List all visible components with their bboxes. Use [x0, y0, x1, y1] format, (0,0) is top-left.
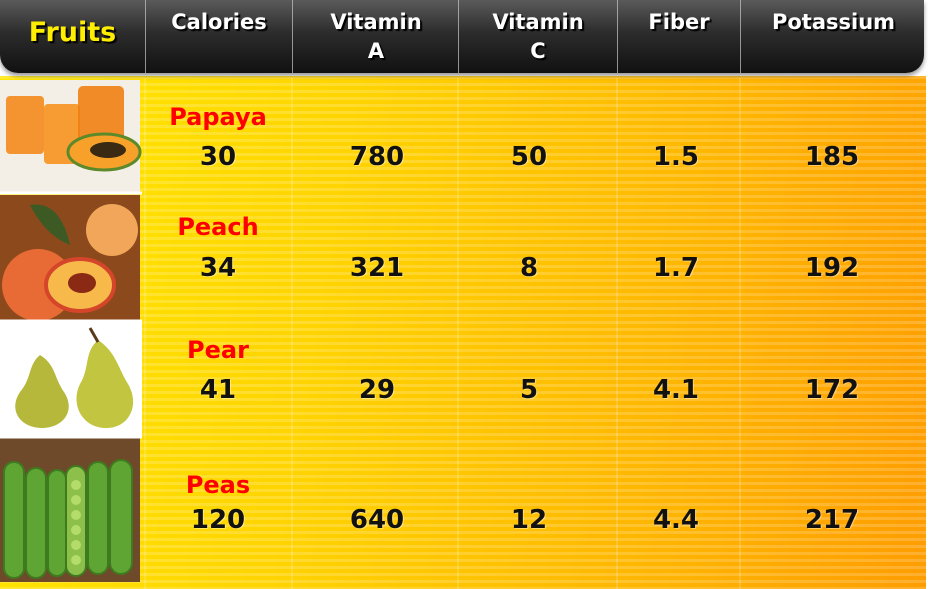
table-header-background [0, 0, 924, 73]
header-cell: Calories [171, 10, 267, 34]
nutrient-value: 1.5 [652, 142, 700, 172]
nutrient-value: 185 [804, 142, 860, 172]
nutrient-value: 30 [199, 142, 237, 172]
header-separator [617, 0, 618, 73]
nutrient-value: 780 [349, 142, 405, 172]
header-separator [292, 0, 293, 73]
header-cell: Fruits [28, 17, 117, 48]
header-separator [145, 0, 146, 73]
nutrient-value: 321 [349, 253, 405, 283]
nutrient-value: 8 [519, 253, 539, 283]
nutrient-value: 1.7 [652, 253, 700, 283]
table-body-background [0, 76, 926, 589]
nutrient-value: 192 [804, 253, 860, 283]
fruit-name: Peas [185, 471, 251, 499]
header-cell: Vitamin A [330, 10, 422, 63]
fruit-name: Papaya [169, 103, 267, 131]
nutrient-value: 34 [199, 253, 237, 283]
header-cell: Fiber [648, 10, 710, 34]
header-cell: Potassium [771, 10, 896, 34]
nutrient-value: 29 [358, 375, 396, 405]
nutrient-value: 217 [804, 505, 860, 535]
nutrient-value: 12 [510, 505, 548, 535]
nutrient-value: 5 [519, 375, 539, 405]
header-separator [740, 0, 741, 73]
nutrient-value: 640 [349, 505, 405, 535]
header-cell: Vitamin C [492, 10, 584, 63]
fruit-name: Peach [177, 213, 259, 241]
header-separator [458, 0, 459, 73]
nutrient-value: 120 [190, 505, 246, 535]
nutrient-value: 4.1 [652, 375, 700, 405]
nutrient-value: 50 [510, 142, 548, 172]
fruit-name: Pear [187, 336, 249, 364]
nutrient-value: 41 [199, 375, 237, 405]
nutrient-value: 172 [804, 375, 860, 405]
nutrient-value: 4.4 [652, 505, 700, 535]
